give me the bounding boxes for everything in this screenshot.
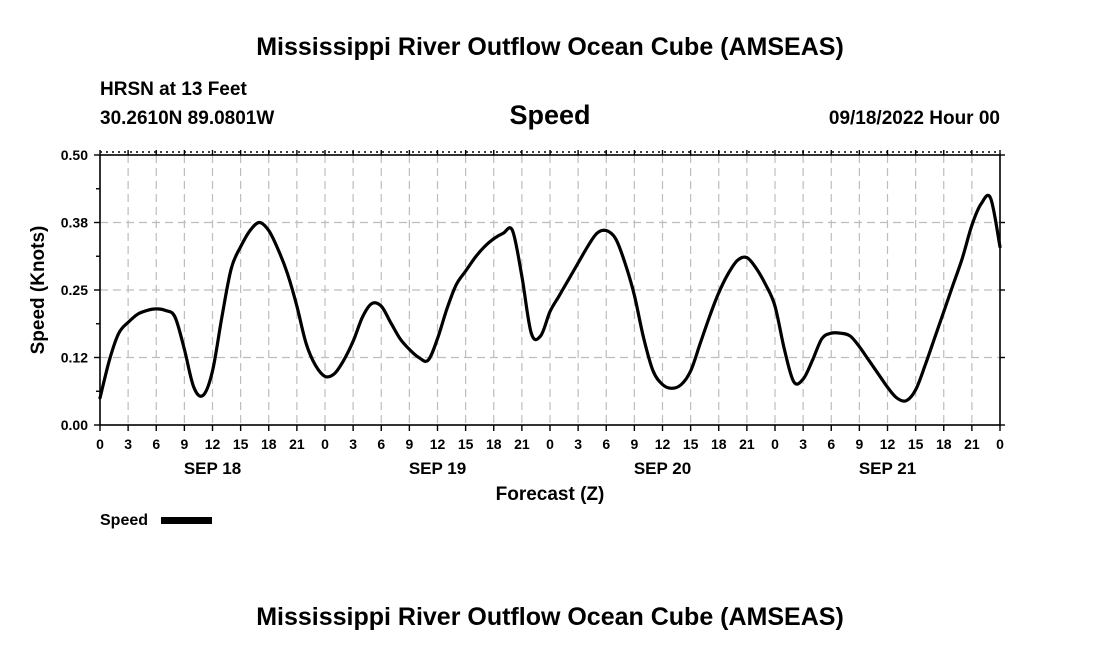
x-tick-label: 6 [827, 436, 835, 452]
x-tick-label: 9 [855, 436, 863, 452]
y-tick-label: 0.12 [61, 350, 88, 366]
y-tick-label: 0.38 [61, 215, 88, 231]
day-label: SEP 19 [409, 459, 466, 478]
x-tick-label: 3 [349, 436, 357, 452]
x-tick-label: 21 [739, 436, 755, 452]
x-tick-label: 6 [602, 436, 610, 452]
x-tick-label: 3 [799, 436, 807, 452]
x-tick-label: 0 [771, 436, 779, 452]
location-label: 30.2610N 89.0801W [100, 108, 274, 129]
x-tick-label: 12 [880, 436, 896, 452]
x-tick-label: 6 [152, 436, 160, 452]
x-tick-label: 9 [180, 436, 188, 452]
x-tick-label: 15 [233, 436, 249, 452]
x-axis-label: Forecast (Z) [496, 484, 605, 505]
chart-title: Speed [509, 100, 590, 130]
x-tick-label: 3 [124, 436, 132, 452]
day-labels: SEP 18 SEP 19 SEP 20 SEP 21 [184, 459, 916, 478]
day-label: SEP 20 [634, 459, 691, 478]
y-tick-label: 0.00 [61, 417, 88, 433]
x-tick-label: 12 [205, 436, 221, 452]
grid-lines [100, 155, 1000, 425]
legend-label: Speed [100, 512, 148, 529]
y-tick-label: 0.50 [61, 147, 88, 163]
x-tick-label: 15 [683, 436, 699, 452]
x-tick-label: 0 [996, 436, 1004, 452]
day-label: SEP 18 [184, 459, 241, 478]
x-tick-label: 18 [486, 436, 502, 452]
station-label: HRSN at 13 Feet [100, 79, 247, 100]
speed-series-line [98, 193, 1002, 403]
x-tick-label: 21 [289, 436, 305, 452]
x-tick-label: 6 [377, 436, 385, 452]
x-tick-label: 15 [458, 436, 474, 452]
y-axis-label: Speed (Knots) [28, 226, 49, 355]
x-tick-label: 0 [96, 436, 104, 452]
chart-main-title: Mississippi River Outflow Ocean Cube (AM… [256, 33, 844, 61]
plot-frame [99, 154, 1001, 426]
x-tick-label: 9 [405, 436, 413, 452]
legend-swatch [161, 517, 212, 524]
x-tick-label: 15 [908, 436, 924, 452]
datetime-label: 09/18/2022 Hour 00 [829, 108, 1000, 129]
y-tick-label: 0.25 [61, 282, 88, 298]
x-tick-label: 3 [574, 436, 582, 452]
day-label: SEP 21 [859, 459, 916, 478]
x-tick-label: 21 [514, 436, 530, 452]
x-tick-label: 21 [964, 436, 980, 452]
footer-title: Mississippi River Outflow Ocean Cube (AM… [256, 603, 844, 631]
y-tick-labels: 0.00 0.12 0.25 0.38 0.50 [61, 147, 88, 433]
x-tick-label: 0 [321, 436, 329, 452]
legend: Speed [100, 512, 212, 529]
x-tick-label: 18 [936, 436, 952, 452]
axis-ticks [94, 150, 1005, 431]
x-tick-labels: 0 3 6 9 12 15 18 21 0 3 6 9 12 15 18 21 0 3 6 9 12 15 18 21 0 3 6 9… [96, 436, 1004, 452]
x-tick-label: 18 [711, 436, 727, 452]
x-tick-label: 0 [546, 436, 554, 452]
x-tick-label: 12 [430, 436, 446, 452]
x-tick-label: 12 [655, 436, 671, 452]
x-tick-label: 18 [261, 436, 277, 452]
x-tick-label: 9 [630, 436, 638, 452]
